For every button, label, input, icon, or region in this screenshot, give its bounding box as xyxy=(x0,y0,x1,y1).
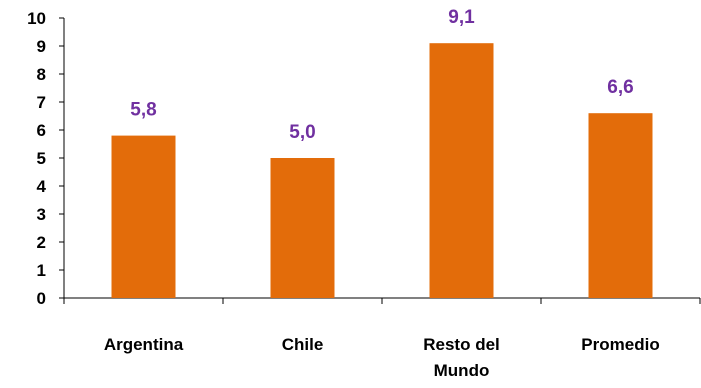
bar xyxy=(429,43,494,299)
y-tick-label: 4 xyxy=(37,177,47,196)
y-tick-label: 6 xyxy=(37,121,46,140)
bar xyxy=(111,135,176,298)
y-tick-label: 9 xyxy=(37,37,46,56)
y-tick-label: 2 xyxy=(37,233,46,252)
bars xyxy=(111,43,653,299)
x-axis: Argentina Chile Resto del Mundo Promedio xyxy=(63,297,701,380)
data-labels: 5,8 5,0 9,1 6,6 xyxy=(130,7,633,143)
x-tick-label: Chile xyxy=(282,335,324,354)
bar xyxy=(588,113,653,298)
bar xyxy=(270,158,335,298)
y-tick-label: 10 xyxy=(27,9,46,28)
bar-data-label: 9,1 xyxy=(448,7,475,28)
bar-data-label: 5,0 xyxy=(289,122,315,143)
y-tick-label: 0 xyxy=(37,289,46,308)
x-tick-label: Resto del Mundo xyxy=(423,335,500,380)
y-tick-label: 7 xyxy=(37,93,46,112)
x-tick-label: Promedio xyxy=(581,335,659,354)
bar-data-label: 5,8 xyxy=(130,100,156,121)
bar-data-label: 6,6 xyxy=(607,77,633,98)
y-tick-label: 8 xyxy=(37,65,46,84)
x-tick-label: Argentina xyxy=(104,335,184,354)
y-axis: 0 1 2 3 4 5 6 7 8 9 10 xyxy=(27,9,65,308)
y-tick-label: 3 xyxy=(37,205,46,224)
y-tick-label: 1 xyxy=(37,261,46,280)
y-tick-label: 5 xyxy=(37,149,46,168)
